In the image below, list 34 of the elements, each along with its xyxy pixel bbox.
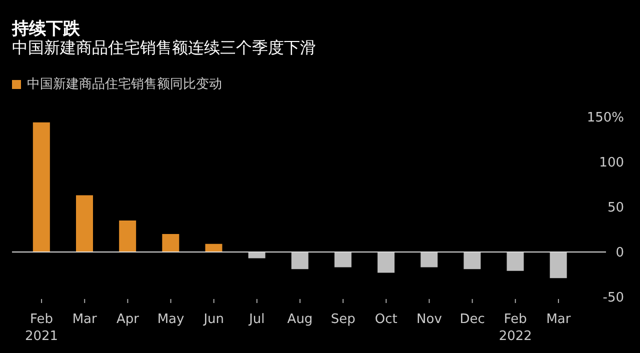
x-tick-label: Feb 2021: [24, 312, 58, 344]
y-tick-label: 0: [616, 246, 624, 261]
chart-subtitle: 中国新建商品住宅销售额连续三个季度下滑: [12, 38, 316, 59]
chart-title: 持续下跌: [12, 18, 80, 40]
x-tick-label: Mar: [546, 312, 572, 327]
x-tick-label: Jul: [248, 312, 265, 327]
bar: [76, 195, 93, 252]
bar: [119, 220, 136, 252]
bar: [248, 252, 266, 258]
x-tick-label: Feb 2022: [498, 312, 532, 344]
y-tick-label: -50: [602, 290, 624, 306]
bar: [162, 234, 180, 252]
bar: [291, 252, 308, 270]
bar: [334, 252, 352, 268]
x-tick-label: Nov: [416, 312, 442, 327]
x-tick-label: Dec: [460, 312, 485, 327]
x-tick-label: May: [157, 312, 185, 327]
y-tick-label: 150%: [586, 110, 624, 126]
x-tick-label: Mar: [72, 312, 98, 327]
x-tick-label: Jun: [202, 312, 224, 327]
bar: [464, 252, 481, 270]
bar: [205, 244, 222, 252]
y-tick-label: 100: [599, 156, 624, 171]
y-tick-label: 50: [607, 200, 624, 216]
x-tick-label: Sep: [330, 312, 356, 327]
bar: [32, 122, 50, 252]
bar: [550, 252, 567, 278]
legend-label: 中国新建商品住宅销售额同比变动: [27, 76, 222, 93]
bar: [506, 252, 524, 271]
bar: [420, 252, 438, 268]
x-tick-label: Aug: [287, 312, 313, 327]
x-tick-label: Apr: [116, 312, 140, 327]
x-tick-label: Oct: [374, 312, 398, 327]
bar: [378, 252, 395, 273]
